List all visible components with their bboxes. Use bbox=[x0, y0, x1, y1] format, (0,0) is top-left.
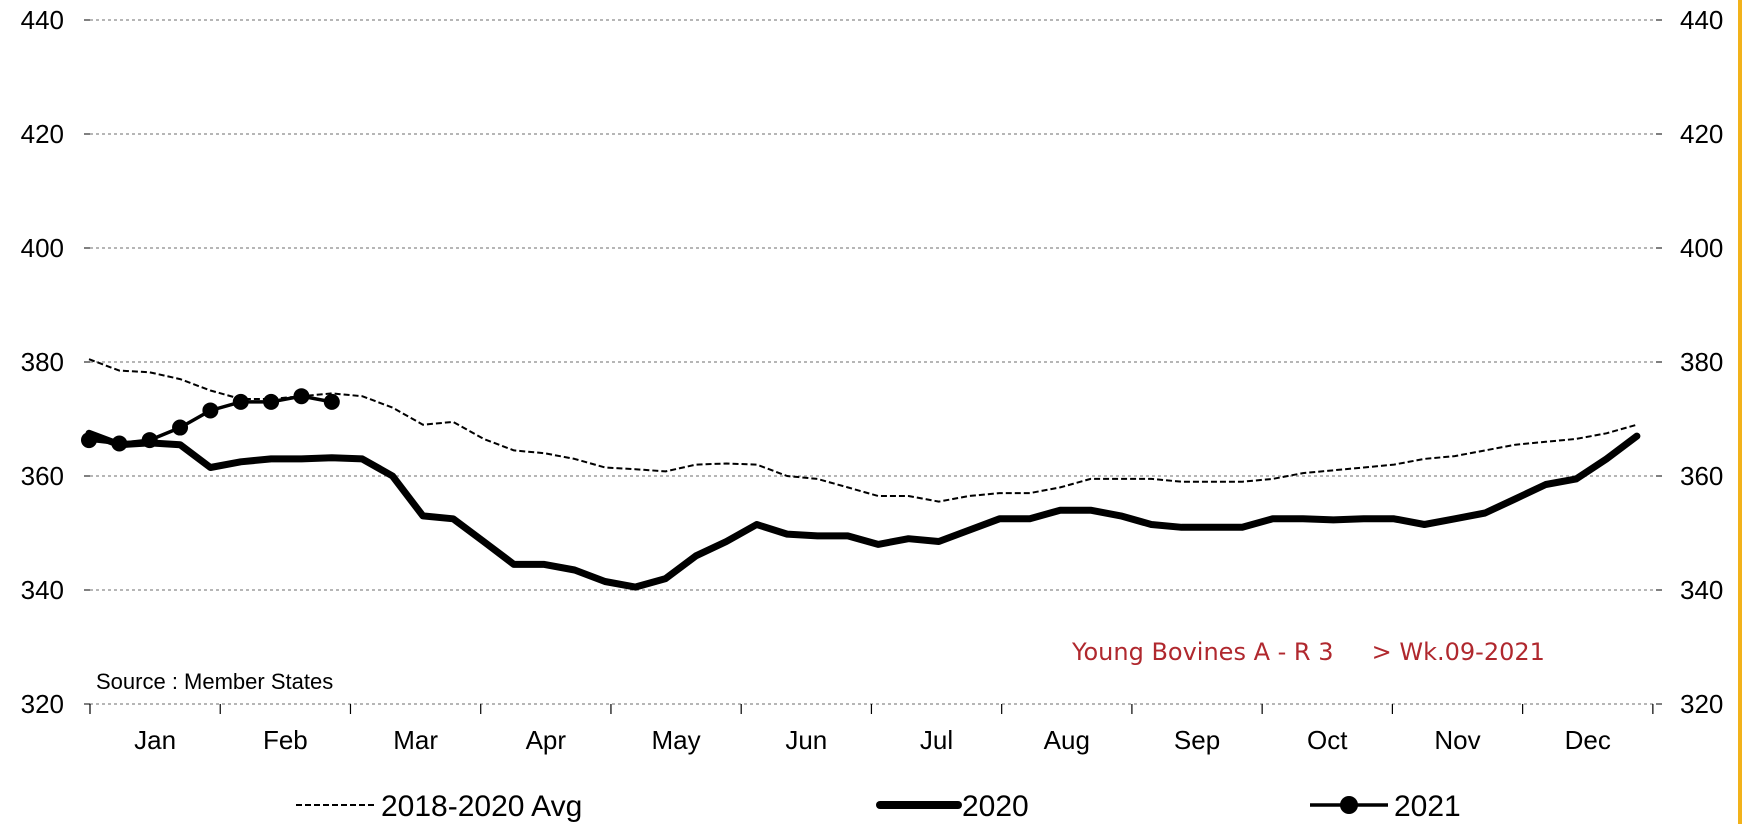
series-point-2021 bbox=[293, 388, 310, 405]
series-layer bbox=[81, 358, 1641, 591]
series-point-2021 bbox=[263, 393, 280, 410]
x-tick-label: Oct bbox=[1307, 725, 1348, 755]
y-tick-label-left: 440 bbox=[21, 5, 64, 35]
y-tick-label-right: 380 bbox=[1680, 347, 1723, 377]
y-tick-label-left: 420 bbox=[21, 119, 64, 149]
y-tick-label-left: 340 bbox=[21, 575, 64, 605]
series-point-2021 bbox=[232, 393, 249, 410]
right-border bbox=[1738, 0, 1742, 824]
x-tick-label: Aug bbox=[1044, 725, 1090, 755]
y-tick-label-left: 320 bbox=[21, 689, 64, 719]
chart-annotation: Young Bovines A - R 3 > Wk.09-2021 bbox=[1071, 638, 1545, 666]
y-tick-label-right: 420 bbox=[1680, 119, 1723, 149]
series-point-2021 bbox=[81, 432, 97, 449]
x-axis: Jan Feb Mar Apr May Jun Jul Aug Sep Oct Nov Dec bbox=[89, 704, 1654, 755]
x-tick-label: Jun bbox=[785, 725, 827, 755]
legend-marker-2021 bbox=[1340, 796, 1358, 814]
x-tick-label: Dec bbox=[1565, 725, 1611, 755]
x-tick-label: Jan bbox=[134, 725, 176, 755]
x-tick-label: Mar bbox=[393, 725, 438, 755]
series-point-2021 bbox=[323, 393, 340, 410]
series-point-2021 bbox=[141, 432, 158, 449]
legend-label: 2020 bbox=[962, 790, 1029, 823]
x-tick-label: Apr bbox=[526, 725, 567, 755]
y-tick-label-right: 400 bbox=[1680, 233, 1723, 263]
series-point-2021 bbox=[111, 435, 128, 452]
x-tick-label: Feb bbox=[263, 725, 308, 755]
series-point-2021 bbox=[172, 419, 189, 436]
source-note: Source : Member States bbox=[96, 669, 333, 694]
y-tick-label-right: 320 bbox=[1680, 689, 1723, 719]
x-tick-label: Nov bbox=[1434, 725, 1480, 755]
y-tick-label-left: 400 bbox=[21, 233, 64, 263]
y-axis-left: 320 340 360 380 400 420 440 bbox=[21, 5, 90, 719]
gridlines bbox=[90, 19, 1656, 705]
legend: 2018-2020 Avg 2020 2021 bbox=[296, 790, 1461, 823]
y-tick-label-left: 380 bbox=[21, 347, 64, 377]
x-tick-label: Jul bbox=[920, 725, 953, 755]
y-tick-label-left: 360 bbox=[21, 461, 64, 491]
y-tick-label-right: 360 bbox=[1680, 461, 1723, 491]
legend-label: 2018-2020 Avg bbox=[381, 790, 582, 823]
y-axis-right: 320 340 360 380 400 420 440 bbox=[1656, 5, 1723, 719]
y-tick-label-right: 440 bbox=[1680, 5, 1723, 35]
series-point-2021 bbox=[202, 402, 219, 419]
x-tick-label: Sep bbox=[1174, 725, 1220, 755]
series-line-avg bbox=[88, 358, 1638, 503]
legend-label: 2021 bbox=[1394, 790, 1461, 823]
series-line-2020 bbox=[85, 429, 1641, 591]
y-tick-label-right: 340 bbox=[1680, 575, 1723, 605]
x-tick-label: May bbox=[652, 725, 701, 755]
